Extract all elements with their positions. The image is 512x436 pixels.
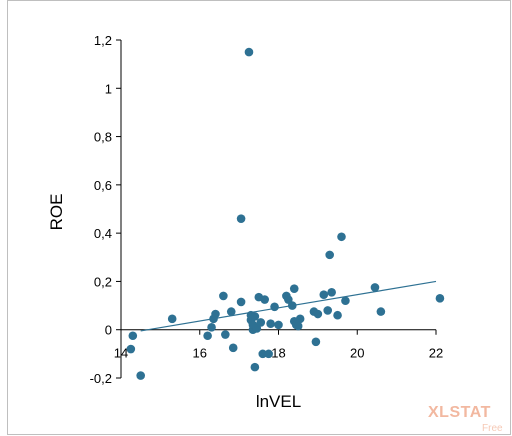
y-tick-label: 0,8 [94,130,112,145]
data-point [256,318,266,327]
y-tick-label: 0,2 [94,274,112,289]
data-point [126,344,136,354]
data-point [260,295,270,304]
data-point [250,312,260,321]
data-point [333,310,342,320]
data-point [289,284,299,293]
data-point [250,362,260,372]
x-tick-label: 14 [114,346,128,361]
y-tick-label: 1 [105,81,112,96]
x-tick-label: 22 [429,346,443,361]
data-point [287,301,297,310]
y-tick-label: -0,2 [90,371,112,386]
data-point [435,294,445,303]
y-tick-labels: -0,2 0 0,2 0,4 0,6 0,8 1 1,2 [90,33,112,386]
y-tick-label: 0,4 [94,226,112,241]
chart-frame [7,0,511,435]
data-point [258,349,268,359]
x-axis-title: lnVEL [256,392,301,411]
data-point [370,283,380,292]
data-point [319,290,329,300]
y-tick-label: 1,2 [94,33,112,48]
watermark-logo: XLSTAT [428,404,491,421]
y-axis-title: ROE [47,194,66,231]
data-point [207,323,216,332]
data-point [266,319,275,328]
data-point [313,309,323,319]
y-tick-label: 0,6 [94,178,112,193]
data-point [264,349,273,359]
data-point [167,314,177,324]
x-tick-label: 16 [193,346,207,361]
y-tick-label: 0 [105,323,112,338]
data-point [323,306,333,315]
data-point [236,214,246,223]
data-point [325,250,334,260]
data-point [128,331,138,341]
data-point [327,287,336,297]
data-point [221,330,230,339]
x-tick-label: 20 [350,346,364,361]
watermark-sub-label: Free [482,423,503,434]
data-point [236,297,246,307]
data-point [228,343,238,353]
data-point [376,307,386,316]
data-point [337,232,346,242]
data-point [211,309,220,319]
data-point [244,47,254,57]
data-point [295,314,305,324]
data-point [219,291,228,301]
x-tick-labels: 14 16 18 20 22 [114,346,443,361]
data-point [136,371,145,380]
data-point [274,320,283,330]
data-point [203,331,212,341]
data-point [293,321,303,331]
data-point [341,296,350,306]
x-tick-label: 18 [271,346,285,361]
data-points [126,47,445,380]
tick-marks [116,39,437,379]
data-point [226,307,236,316]
data-point [270,302,279,312]
data-point [311,337,321,347]
